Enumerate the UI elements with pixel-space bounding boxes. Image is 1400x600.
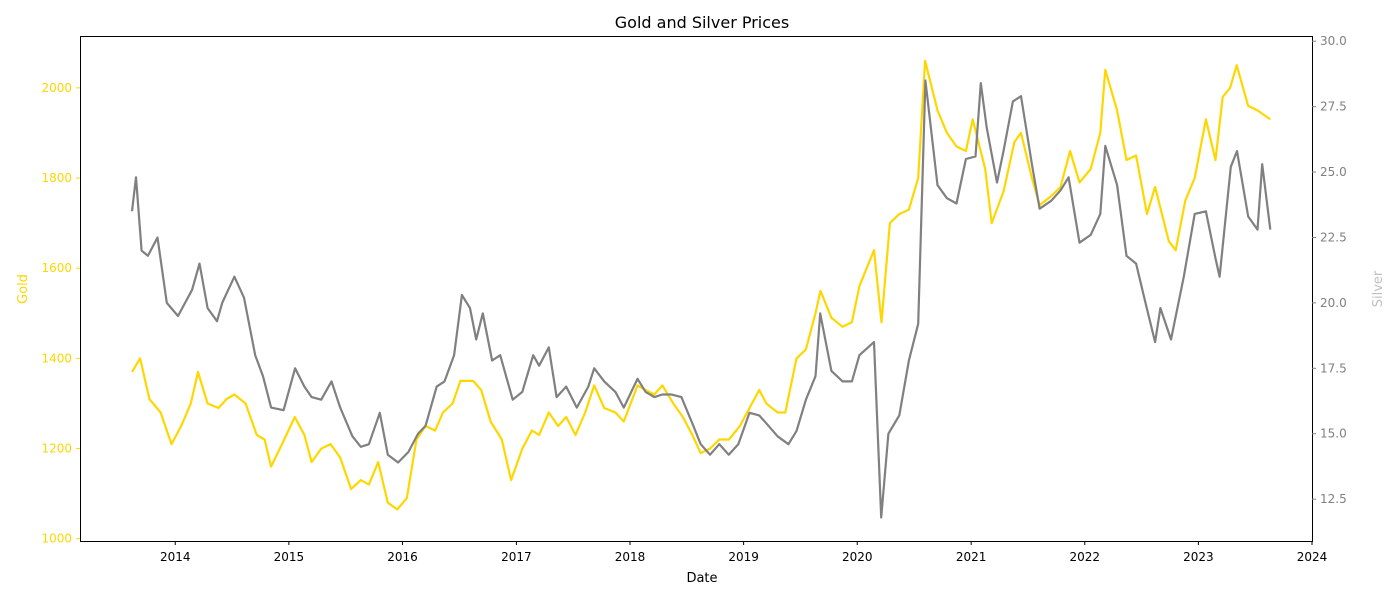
gold-price-line xyxy=(131,59,1271,511)
x-tick-label: 2024 xyxy=(1297,550,1328,564)
x-tick-label: 2016 xyxy=(387,550,418,564)
y-axis-right: 12.5 15.0 17.5 20.0 22.5 25.0 27.5 30.0 xyxy=(1312,34,1347,506)
chart-title: Gold and Silver Prices xyxy=(615,13,789,32)
series-layer xyxy=(130,59,1272,519)
x-tick-label: 2015 xyxy=(274,550,305,564)
y-right-tick-label: 20.0 xyxy=(1320,296,1347,310)
y-axis-right-label: Silver xyxy=(1371,270,1386,307)
x-tick-label: 2018 xyxy=(615,550,646,564)
y-right-tick-label: 15.0 xyxy=(1320,427,1347,441)
x-tick-label: 2022 xyxy=(1070,550,1101,564)
x-tick-label: 2017 xyxy=(501,550,532,564)
x-tick-label: 2021 xyxy=(956,550,987,564)
y-left-tick-label: 2000 xyxy=(41,81,72,95)
y-left-tick-label: 1800 xyxy=(41,171,72,185)
y-right-tick-label: 27.5 xyxy=(1320,100,1347,114)
y-right-tick-label: 25.0 xyxy=(1320,165,1347,179)
silver-price-line xyxy=(130,79,1272,519)
y-right-tick-label: 12.5 xyxy=(1320,492,1347,506)
y-right-tick-label: 22.5 xyxy=(1320,230,1347,244)
y-right-tick-label: 30.0 xyxy=(1320,34,1347,48)
y-left-tick-label: 1600 xyxy=(41,261,72,275)
y-left-tick-label: 1400 xyxy=(41,351,72,365)
x-tick-label: 2019 xyxy=(728,550,759,564)
x-tick-label: 2020 xyxy=(842,550,873,564)
y-axis-left-label: Gold xyxy=(16,274,31,304)
y-left-tick-label: 1000 xyxy=(41,532,72,546)
x-axis-label: Date xyxy=(686,571,717,586)
x-tick-label: 2023 xyxy=(1183,550,1214,564)
x-axis: 2014 2015 2016 2017 2018 2019 2020 2021 2022 2023… xyxy=(160,541,1327,564)
x-tick-label: 2014 xyxy=(160,550,191,564)
plot-frame xyxy=(80,36,1313,542)
y-right-tick-label: 17.5 xyxy=(1320,361,1347,375)
y-axis-left: 1000 1200 1400 1600 1800 2000 xyxy=(41,81,80,546)
y-left-tick-label: 1200 xyxy=(41,442,72,456)
